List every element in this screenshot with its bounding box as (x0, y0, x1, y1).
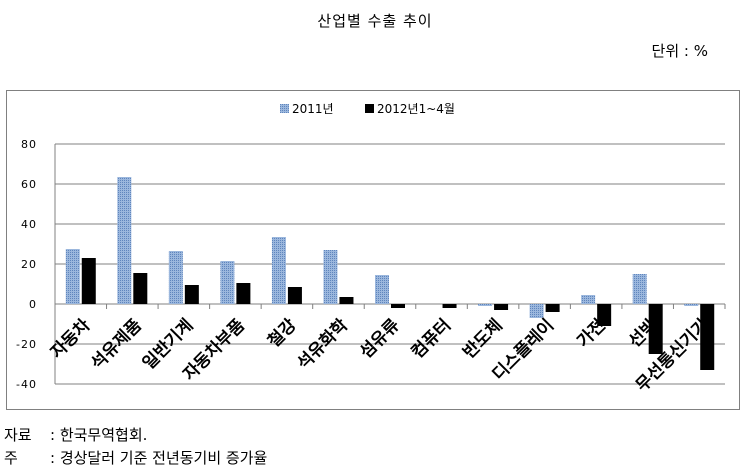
bar-2012 (545, 304, 560, 312)
bar-2012 (494, 304, 509, 310)
x-tick-label: 철강 (264, 315, 301, 352)
legend: 2011년 2012년1~4월 (280, 102, 455, 116)
bar-2011 (323, 250, 338, 304)
bar-2011 (632, 274, 647, 304)
bar-2011 (684, 304, 699, 306)
legend-label-2012: 2012년1~4월 (377, 102, 455, 116)
y-tick-label: 20 (21, 258, 37, 271)
legend-swatch-2012 (365, 104, 374, 113)
bar-2011 (168, 251, 183, 304)
page-title: 산업별 수출 추이 (317, 12, 433, 30)
bar-2012 (597, 304, 612, 326)
y-tick-labels: 80 60 40 20 0 -20 -40 (16, 138, 37, 391)
bar-2012 (287, 287, 302, 304)
axes (54, 144, 726, 384)
y-tick-label: -40 (16, 378, 37, 391)
source-text: : 한국무역협회. (50, 426, 148, 444)
footnote: 주 : 경상달러 기준 전년동기비 증가율 (4, 447, 267, 468)
bar-2012 (391, 304, 405, 308)
bar-2011 (529, 304, 544, 318)
unit-label: 단위 : % (651, 42, 708, 60)
bar-2011 (581, 295, 596, 304)
y-tick-label: 80 (21, 138, 37, 151)
bar-2012 (339, 297, 354, 304)
bar-2012 (81, 258, 96, 304)
bar-2011 (271, 237, 286, 304)
bar-2011 (65, 249, 80, 304)
x-tick-label: 자동차 (47, 315, 95, 363)
source-note: 자료 : 한국무역협회. (4, 424, 147, 445)
source-label: 자료 (4, 426, 32, 444)
bar-2011 (220, 261, 235, 304)
note-label: 주 (4, 449, 18, 467)
x-tick-label: 섬유류 (356, 315, 404, 363)
note-text: : 경상달러 기준 전년동기비 증가율 (50, 449, 268, 467)
x-tick-label: 컴퓨터 (407, 315, 455, 363)
legend-label-2011: 2011년 (292, 102, 334, 116)
y-tick-label: 0 (29, 298, 37, 311)
y-tick-label: 60 (21, 178, 37, 191)
bar-2011 (478, 304, 493, 306)
legend-swatch-2011 (280, 104, 289, 113)
y-tick-label: 40 (21, 218, 37, 231)
bar-2012 (184, 285, 199, 304)
bar-2012 (648, 304, 663, 354)
bar-2012 (700, 304, 715, 370)
bars (65, 177, 715, 370)
bar-2011 (117, 177, 132, 304)
grid-lines (55, 143, 725, 385)
bar-2012 (236, 283, 251, 304)
bar-2011 (375, 275, 389, 304)
chart-frame (6, 90, 740, 410)
bar-2012 (133, 273, 148, 304)
bar-2012 (442, 304, 457, 308)
x-tick-label: 반도체 (459, 315, 506, 362)
y-tick-label: -20 (16, 338, 37, 351)
